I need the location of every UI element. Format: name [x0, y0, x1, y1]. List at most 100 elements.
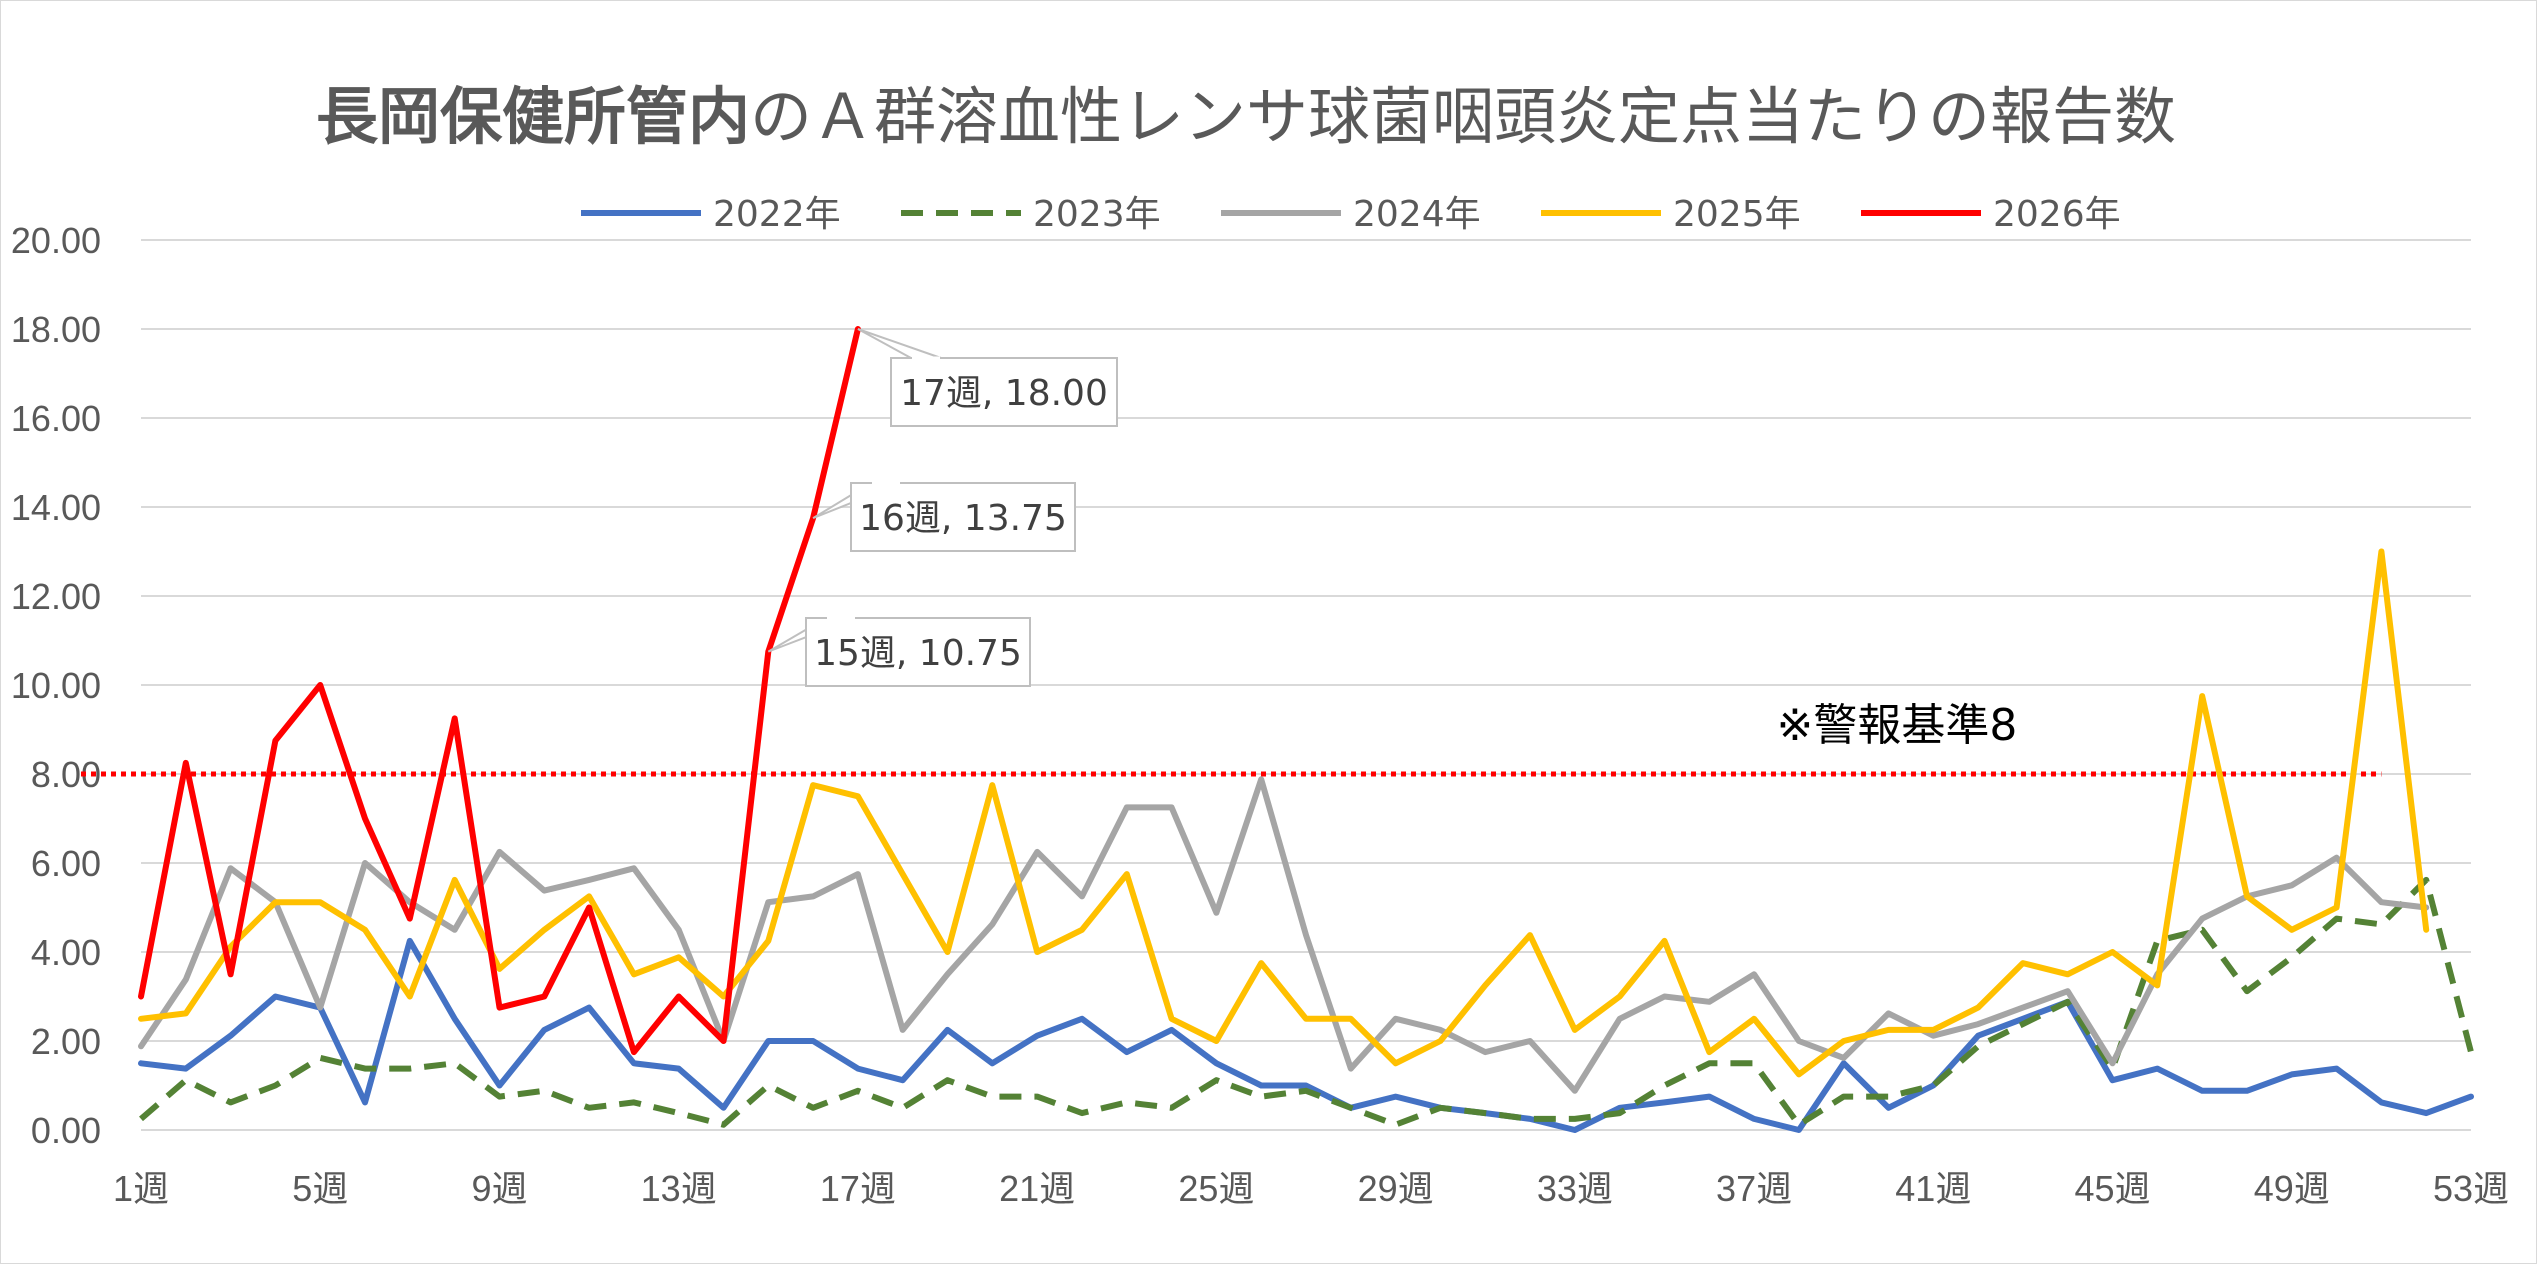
data-point	[1349, 1017, 1352, 1020]
data-point	[543, 995, 546, 998]
data-point	[1170, 1017, 1173, 1020]
data-point	[184, 1012, 187, 1015]
data-point	[812, 895, 815, 898]
data-point	[1753, 1017, 1756, 1020]
data-point	[274, 1084, 277, 1087]
data-point	[901, 1079, 904, 1082]
data-point	[1618, 1112, 1621, 1115]
data-point	[1215, 911, 1218, 914]
data-point	[1394, 1017, 1397, 1020]
data-point	[588, 1106, 591, 1109]
data-point	[2290, 1073, 2293, 1076]
data-point	[2380, 901, 2383, 904]
data-point	[2245, 990, 2248, 993]
data-point	[1887, 1012, 1890, 1015]
data-point	[1125, 1051, 1128, 1054]
data-point	[991, 923, 994, 926]
data-point	[229, 973, 232, 976]
data-point	[1439, 1106, 1442, 1109]
chart-title: 長岡保健所管内のＡ群溶血性レンサ球菌咽頭炎定点当たりの報告数	[316, 80, 2176, 153]
y-tick-label: 0.00	[31, 1110, 101, 1151]
data-point	[453, 928, 456, 931]
data-point	[453, 717, 456, 720]
legend-label: 2023年	[1033, 194, 1161, 235]
data-point	[543, 928, 546, 931]
data-point	[2380, 923, 2383, 926]
data-point	[991, 1062, 994, 1065]
data-point	[1305, 1017, 1308, 1020]
data-point	[1080, 1017, 1083, 1020]
data-point	[1349, 1067, 1352, 1070]
data-point	[856, 1089, 859, 1092]
legend-label: 2026年	[1993, 194, 2121, 235]
data-point	[2066, 990, 2069, 993]
data-point	[812, 1106, 815, 1109]
data-point	[588, 878, 591, 881]
data-point	[677, 1067, 680, 1070]
data-point	[1753, 1117, 1756, 1120]
y-tick-label: 18.00	[11, 309, 101, 350]
data-point	[632, 1101, 635, 1104]
data-point	[543, 1028, 546, 1031]
data-point	[1708, 1000, 1711, 1003]
data-callout: 16週, 13.75	[812, 481, 1076, 552]
data-point	[498, 1084, 501, 1087]
data-point	[1797, 1123, 1800, 1126]
data-point	[408, 939, 411, 942]
data-point	[364, 1067, 367, 1070]
x-tick-label: 17週	[820, 1168, 896, 1209]
data-point	[1170, 1028, 1173, 1031]
data-point	[140, 1045, 143, 1048]
series-points-2022	[140, 939, 2473, 1131]
data-callout: 15週, 10.75	[767, 616, 1031, 687]
data-point	[2470, 1051, 2473, 1054]
y-tick-label: 4.00	[31, 932, 101, 973]
y-tick-label: 2.00	[31, 1021, 101, 1062]
data-point	[2066, 1000, 2069, 1003]
data-point	[1260, 962, 1263, 965]
data-point	[2290, 928, 2293, 931]
data-point	[946, 1028, 949, 1031]
data-point	[1708, 1051, 1711, 1054]
data-point	[1708, 1062, 1711, 1065]
data-point	[319, 1006, 322, 1009]
data-point	[2335, 906, 2338, 909]
data-point	[632, 973, 635, 976]
y-tick-label: 10.00	[11, 665, 101, 706]
data-point	[453, 1062, 456, 1065]
data-point	[408, 1067, 411, 1070]
data-point	[677, 1112, 680, 1115]
data-point	[1887, 1106, 1890, 1109]
chart-title-rest: のＡ群溶血性レンサ球菌咽頭炎定点当たりの報告数	[750, 80, 2176, 153]
data-point	[2425, 928, 2428, 931]
callout-box	[805, 617, 1031, 687]
data-point	[1036, 850, 1039, 853]
data-point	[2201, 695, 2204, 698]
data-point	[2245, 1089, 2248, 1092]
series-points-2025	[140, 550, 2428, 1076]
data-point	[1932, 1084, 1935, 1087]
data-point	[1797, 1040, 1800, 1043]
data-point	[274, 739, 277, 742]
x-tick-label: 29週	[1358, 1168, 1434, 1209]
data-point	[1708, 1095, 1711, 1098]
x-tick-label: 13週	[641, 1168, 717, 1209]
data-point	[1663, 1084, 1666, 1087]
data-point	[498, 1006, 501, 1009]
data-point	[2380, 550, 2383, 553]
data-point	[184, 1067, 187, 1070]
data-point	[1887, 1095, 1890, 1098]
data-point	[767, 939, 770, 942]
data-point	[140, 995, 143, 998]
data-point	[1977, 1023, 1980, 1026]
data-point	[184, 761, 187, 764]
data-point	[2425, 1112, 2428, 1115]
data-point	[364, 862, 367, 865]
data-point	[991, 1095, 994, 1098]
data-point	[2335, 856, 2338, 859]
legend-label: 2025年	[1673, 194, 1801, 235]
data-point	[2245, 895, 2248, 898]
y-tick-label: 8.00	[31, 754, 101, 795]
data-point	[229, 1034, 232, 1037]
data-point	[2111, 1067, 2114, 1070]
